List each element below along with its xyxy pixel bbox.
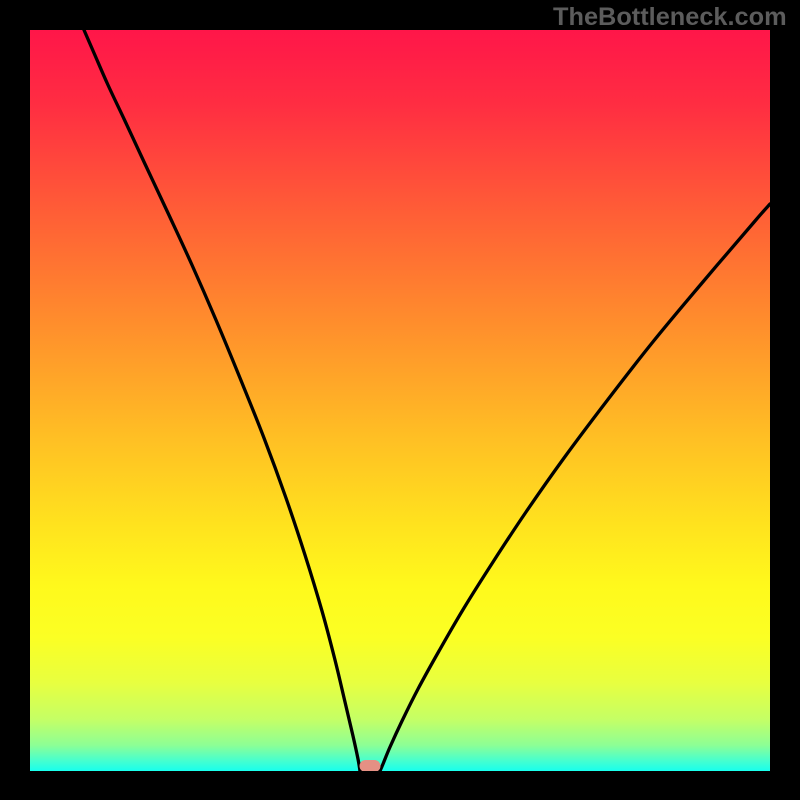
- gradient-background: [30, 30, 770, 771]
- watermark-text: TheBottleneck.com: [553, 3, 787, 32]
- bottleneck-chart: [30, 30, 770, 771]
- optimum-marker: [360, 760, 381, 771]
